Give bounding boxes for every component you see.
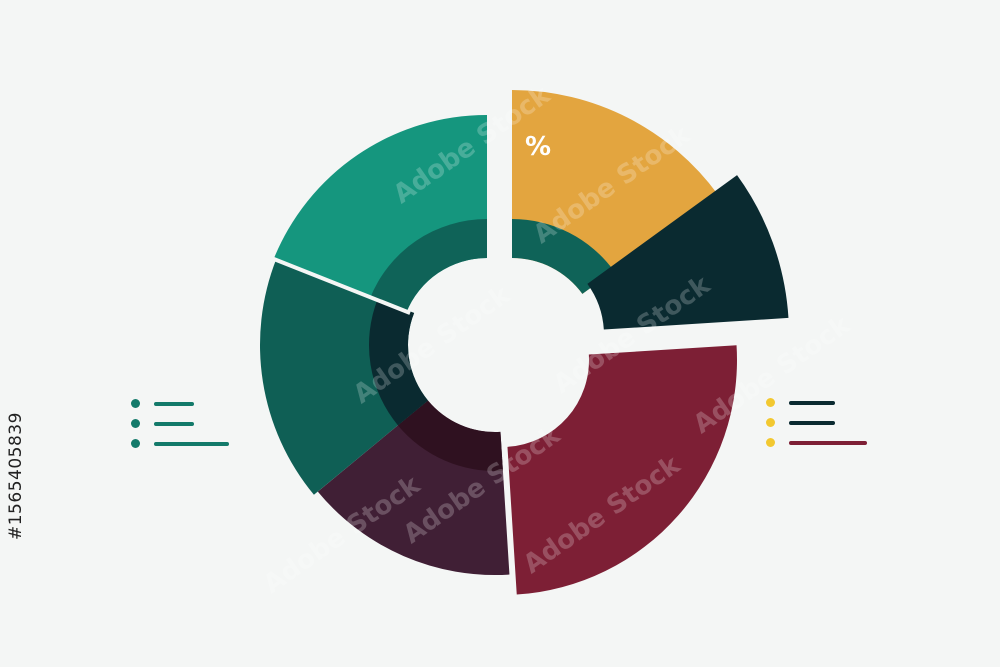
bullet-icon [131,439,140,448]
legend-right-item [766,418,835,427]
pie-slice-inner-ring-1 [512,219,614,294]
pie-slice-inner-ring-4 [397,400,503,471]
legend-line [789,440,867,445]
pie-slice-2 [587,175,789,330]
legend-line [789,400,835,405]
legend-line [154,421,194,426]
legend-line [789,420,835,425]
bullet-icon [766,398,775,407]
bullet-icon [131,419,140,428]
pie-slice-inner-ring-5 [369,298,428,426]
slice-separator [267,254,411,315]
legend-right-item [766,398,835,407]
stock-id: #1565405839 [6,412,26,540]
pie-slice-3 [507,345,737,595]
pie-slice-inner-ring-6 [369,219,487,313]
legend-left-item [131,439,229,448]
bullet-icon [766,438,775,447]
bullet-icon [766,418,775,427]
legend-line [154,441,229,446]
legend-line [154,401,194,406]
legend-left-item [131,399,194,408]
percent-label: % [525,132,552,162]
legend-right-item [766,438,867,447]
bullet-icon [131,399,140,408]
legend-left-item [131,419,194,428]
